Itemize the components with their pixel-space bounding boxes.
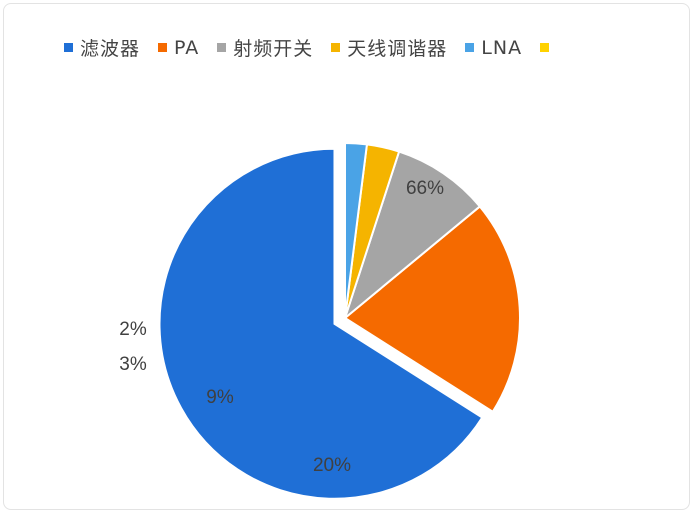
legend-label: 滤波器 <box>80 38 141 60</box>
data-label: 66% <box>406 178 444 199</box>
legend-item: PA <box>158 37 199 59</box>
legend-item: 射频开关 <box>217 34 313 61</box>
pie-slice <box>343 205 521 414</box>
legend-swatch <box>64 43 73 52</box>
data-label: 20% <box>313 455 351 476</box>
legend-item: 滤波器 <box>64 34 140 61</box>
legend-item: 天线调谐器 <box>331 34 447 61</box>
legend-item: LNA <box>465 37 522 59</box>
legend-label: 天线调谐器 <box>347 38 448 60</box>
pie-slice <box>342 150 482 321</box>
legend-swatch <box>158 43 168 52</box>
legend-label: PA <box>174 36 200 59</box>
data-label: 9% <box>206 387 234 408</box>
legend-swatch <box>331 43 341 52</box>
legend-label: LNA <box>481 36 523 59</box>
legend-swatch <box>540 43 550 52</box>
data-label: 2% <box>119 319 147 340</box>
legend-swatch <box>465 43 475 52</box>
pie-slice <box>344 141 369 319</box>
legend-item <box>540 43 556 52</box>
legend-swatch <box>217 43 227 52</box>
pie-slice <box>158 147 484 500</box>
chart-legend: 滤波器 PA 射频开关 天线调谐器 LNA <box>64 34 574 61</box>
legend-label: 射频开关 <box>233 38 314 60</box>
data-label: 3% <box>119 354 147 375</box>
